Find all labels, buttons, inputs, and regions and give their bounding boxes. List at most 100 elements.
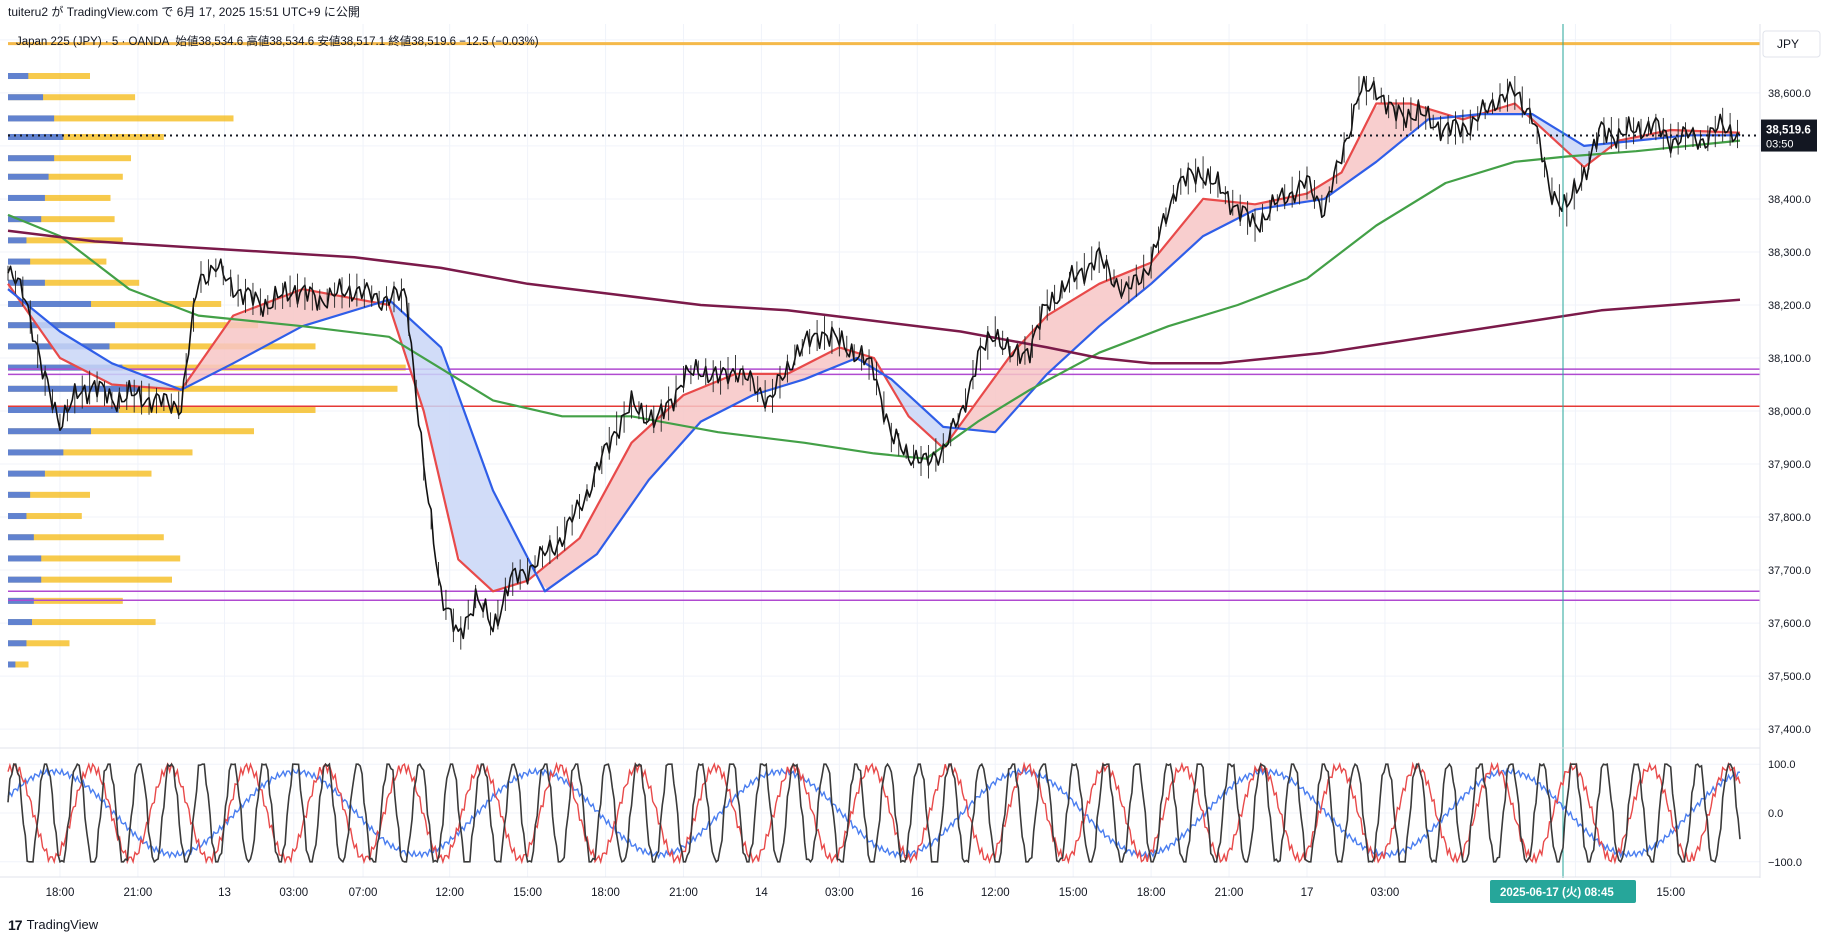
price-tick-label: 38,600.0 (1768, 88, 1811, 100)
time-tick-label: 18:00 (591, 887, 620, 899)
last-price-label: 38,519.6 03:50 (1761, 119, 1817, 152)
volume-bar-sell (8, 300, 222, 307)
publish-header: tuiteru2 が TradingView.com で 6月 17, 2025… (0, 0, 1835, 24)
price-tick-label: 37,500.0 (1768, 671, 1811, 683)
price-tick-label: 37,800.0 (1768, 512, 1811, 524)
price-tick-label: 37,900.0 (1768, 459, 1811, 471)
volume-bar-buy (8, 407, 119, 414)
volume-bar-sell (8, 576, 172, 583)
oscillator-axis: 100.0 0.0 −100.0 (1768, 759, 1802, 869)
ema-cloud-fill (174, 289, 375, 390)
oscillator-slow-line (7, 766, 1740, 860)
volume-bar-sell (8, 173, 123, 180)
time-tick-label: 16 (911, 887, 924, 899)
currency-label: JPY (1777, 37, 1799, 51)
grid (0, 24, 1760, 877)
time-tick-label: 03:00 (1371, 887, 1400, 899)
volume-bar-sell (8, 619, 156, 626)
price-tick-label: 37,400.0 (1768, 724, 1811, 736)
crosshair-time-label: 2025-06-17 (火) 08:45 (1490, 880, 1636, 903)
time-axis: 18:00 21:00 13 03:00 07:00 12:00 15:00 18:00 21:… (46, 887, 1686, 899)
volume-bar-buy (8, 470, 45, 477)
chart-legend: Japan 225 (JPY) · 5 · OANDA 始値38,534.6 高値… (16, 34, 539, 48)
time-tick-label: 12:00 (435, 887, 464, 899)
volume-bar-buy (8, 173, 49, 180)
svg-text:2025-06-17 (火) 08:45: 2025-06-17 (火) 08:45 (1500, 886, 1614, 899)
footer: 17 TradingView (8, 914, 98, 936)
volume-bar-sell (8, 115, 234, 122)
volume-bar-sell (8, 258, 107, 265)
volume-bar-sell (8, 640, 70, 647)
ema-cloud-fill (880, 369, 954, 446)
ema-cloud-fill (953, 103, 1454, 434)
volume-bar-buy (8, 428, 92, 435)
volume-bar-buy (8, 155, 55, 162)
ema-cloud-fill (1520, 108, 1614, 166)
time-tick-label: 18:00 (46, 887, 75, 899)
volume-bar-sell (8, 94, 136, 101)
volume-bar-sell (8, 513, 82, 520)
time-tick-label: 18:00 (1137, 887, 1166, 899)
time-tick-label: 07:00 (349, 887, 378, 899)
volume-bar-sell (8, 385, 398, 392)
volume-bar-buy (8, 364, 123, 371)
volume-bar-sell (8, 155, 131, 162)
volume-bar-sell (8, 428, 254, 435)
volume-bar-buy (8, 133, 64, 140)
oscillator-tick-label: 100.0 (1768, 759, 1796, 771)
time-tick-label: 17 (1301, 887, 1314, 899)
volume-bar-buy (8, 661, 16, 668)
moving-average-line (7, 139, 1741, 460)
time-tick-label: 21:00 (124, 887, 153, 899)
volume-bar-sell (8, 661, 29, 668)
volume-bar-buy (8, 115, 55, 122)
time-tick-label: 21:00 (669, 887, 698, 899)
volume-bar-buy (8, 449, 64, 456)
volume-bar-buy (8, 73, 29, 80)
time-tick-label: 14 (755, 887, 768, 899)
time-tick-label: 03:00 (825, 887, 854, 899)
volume-bar-sell (8, 133, 164, 140)
oscillator-tick-label: 0.0 (1768, 808, 1783, 820)
moving-average-line (7, 113, 1740, 593)
ema-cloud-fill (1613, 130, 1740, 145)
price-tick-label: 37,600.0 (1768, 618, 1811, 630)
ema-cloud-fill (534, 347, 881, 590)
volume-bar-buy (8, 322, 116, 329)
published-text: tuiteru2 が TradingView.com で 6月 17, 2025… (8, 5, 360, 19)
oscillator-tick-label: −100.0 (1768, 857, 1802, 869)
volume-bar-buy (8, 258, 31, 265)
volume-bar-buy (8, 194, 45, 201)
volume-bar-sell (8, 534, 164, 541)
currency-button[interactable]: JPY (1762, 30, 1821, 58)
time-tick-label: 03:00 (279, 887, 308, 899)
volume-bar-buy (8, 555, 42, 562)
price-tick-label: 38,300.0 (1768, 247, 1811, 259)
volume-bar-buy (8, 576, 42, 583)
time-tick-label: 15:00 (1656, 887, 1685, 899)
volume-bar-sell (8, 407, 316, 414)
price-tick-label: 38,000.0 (1768, 406, 1811, 418)
volume-bar-buy (8, 279, 45, 286)
oscillator-pane (7, 761, 1741, 865)
time-tick-label: 13 (218, 887, 231, 899)
volume-bar-buy (8, 216, 42, 223)
volume-bar-buy (8, 237, 27, 244)
time-tick-label: 12:00 (981, 887, 1010, 899)
volume-bar-buy (8, 94, 44, 101)
tradingview-logo-icon: 17 (8, 917, 23, 933)
time-tick-label: 21:00 (1215, 887, 1244, 899)
volume-bar-sell (8, 194, 111, 201)
volume-bar-buy (8, 640, 27, 647)
svg-text:03:50: 03:50 (1766, 139, 1794, 151)
volume-bar-sell (8, 343, 316, 350)
volume-bar-sell (8, 555, 181, 562)
volume-bar-sell (8, 491, 90, 498)
moving-average-line (7, 229, 1741, 365)
price-line (7, 75, 1741, 640)
ema-cloud-fill (14, 293, 175, 390)
volume-bar-buy (8, 534, 34, 541)
price-tick-label: 38,400.0 (1768, 194, 1811, 206)
time-tick-label: 15:00 (513, 887, 542, 899)
